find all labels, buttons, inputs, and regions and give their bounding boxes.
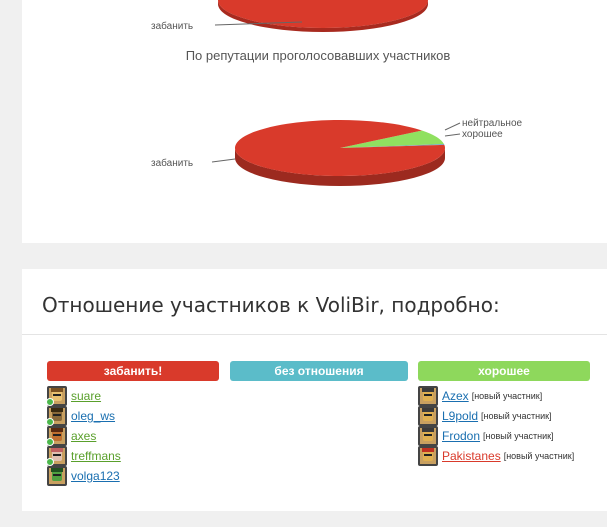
avatar[interactable] [46,446,67,466]
details-header: Отношение участников к VoliBir, подробно… [22,269,607,335]
user-list-item: suare [46,386,121,406]
column-header-ban-label: забанить! [103,364,163,378]
avatar[interactable] [46,426,67,446]
user-link[interactable]: suare [71,389,102,403]
new-member-tag: [новый участник] [503,451,575,461]
user-list-item: L9pold [новый участник] [418,406,574,426]
column-header-good: хорошее [418,361,590,381]
user-link[interactable]: Azex [442,389,469,403]
details-title: Отношение участников к VoliBir, подробно… [42,293,500,317]
top-pie-leader [214,21,303,26]
user-list-item: treffmans [46,446,121,466]
top-pie: забанить [151,0,428,32]
pie-leader-2 [444,133,461,137]
column-header-ban: забанить! [47,361,219,381]
top-pie-label: забанить [151,20,193,32]
chart-card: забанить По репутации проголосовавших уч… [22,0,607,243]
top-pie-face [218,0,428,28]
pie-label-0: забанить [151,157,193,169]
user-link[interactable]: Frodon [442,429,481,443]
pie-slice-1 [340,144,445,148]
user-list-item: volga123 [47,466,121,486]
online-status-icon [46,438,54,446]
user-link[interactable]: L9pold [442,409,479,423]
user-link[interactable]: oleg_ws [71,409,116,423]
good-user-list: Azex [новый участник] L9pold [новый участни… [418,386,574,466]
avatar[interactable] [418,426,438,446]
user-link[interactable]: Pakistanes [442,449,501,463]
avatar[interactable] [418,386,438,406]
pie-slice-0 [235,120,446,177]
column-header-neutral: без отношения [230,361,408,381]
user-link[interactable]: axes [71,429,97,443]
pie-leader-0 [211,158,236,163]
pie-slice-2 [340,130,444,148]
avatar[interactable] [46,406,67,426]
avatar[interactable] [418,446,438,466]
user-list-item: Frodon [новый участник] [418,426,574,446]
user-list-item: axes [46,426,121,446]
online-status-icon [46,398,54,406]
user-list-item: Azex [новый участник] [418,386,574,406]
pie-label-2: хорошее [462,129,503,140]
avatar[interactable] [418,406,438,426]
online-status-icon [46,418,54,426]
online-status-icon [46,458,54,466]
user-link[interactable]: volga123 [71,469,120,483]
new-member-tag: [новый участник] [483,431,554,441]
pie-leader-1 [444,122,461,131]
pie-side-0 [235,148,445,186]
details-card: Отношение участников к VoliBir, подробно… [22,269,607,511]
pie-label-1: нейтральное [462,118,523,129]
column-header-good-label: хорошее [478,364,530,378]
new-member-tag: [новый участник] [471,391,543,401]
user-link[interactable]: treffmans [71,449,121,463]
chart-title: По репутации проголосовавших участников [186,48,451,63]
user-list-item: oleg_ws [46,406,121,426]
avatar[interactable] [47,466,67,486]
chart-svg: забанить По репутации проголосовавших уч… [151,0,523,186]
user-list-item: Pakistanes [новый участник] [418,446,574,466]
column-header-neutral-label: без отношения [274,364,364,378]
new-member-tag: [новый участник] [481,411,552,421]
avatar[interactable] [46,386,67,406]
